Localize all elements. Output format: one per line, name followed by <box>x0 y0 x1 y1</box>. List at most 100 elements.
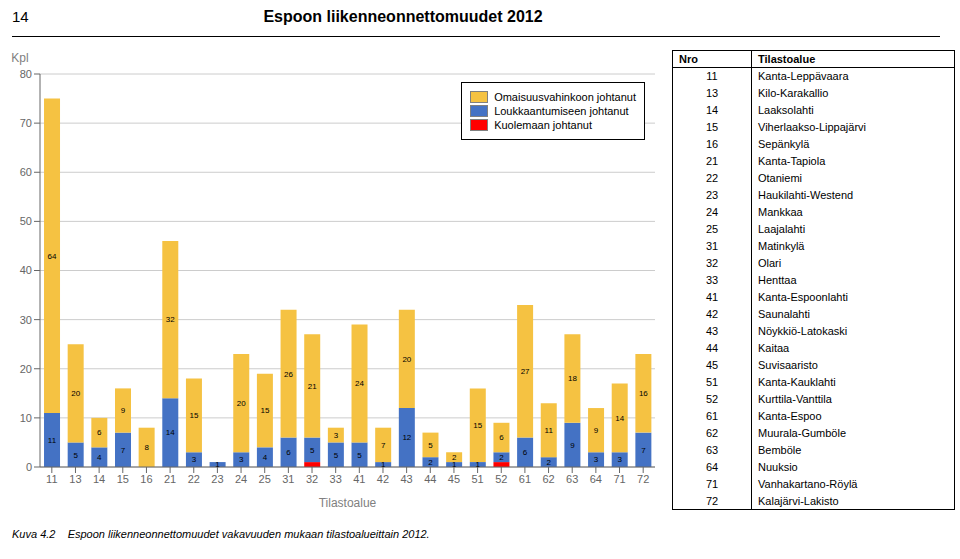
svg-text:7: 7 <box>121 446 126 455</box>
svg-text:45: 45 <box>448 473 460 485</box>
svg-text:52: 52 <box>495 473 507 485</box>
svg-text:4: 4 <box>263 453 268 462</box>
svg-text:2: 2 <box>547 458 552 467</box>
svg-text:64: 64 <box>48 252 57 261</box>
svg-text:20: 20 <box>71 389 80 398</box>
svg-text:32: 32 <box>306 473 318 485</box>
svg-text:1: 1 <box>476 460 481 469</box>
svg-text:25: 25 <box>259 473 271 485</box>
svg-text:31: 31 <box>282 473 294 485</box>
html-text:Kanta-Leppävaara: Kanta-Leppävaara <box>758 70 849 83</box>
svg-text:2: 2 <box>428 458 433 467</box>
svg-text:8: 8 <box>144 443 149 452</box>
svg-text:14: 14 <box>93 473 105 485</box>
svg-text:22: 22 <box>188 473 200 485</box>
svg-text:9: 9 <box>570 441 575 450</box>
svg-text:5: 5 <box>357 451 362 460</box>
svg-text:41: 41 <box>353 473 365 485</box>
svg-text:9: 9 <box>121 406 126 415</box>
svg-text:32: 32 <box>166 315 175 324</box>
html-text:Omaisuusvahinkoon johtanut: Omaisuusvahinkoon johtanut <box>494 91 636 103</box>
svg-text:43: 43 <box>401 473 413 485</box>
svg-text:7: 7 <box>381 441 386 450</box>
svg-text:1: 1 <box>215 460 220 469</box>
html-text:72: 72 <box>705 494 719 507</box>
svg-text:5: 5 <box>334 451 339 460</box>
svg-text:60: 60 <box>20 166 32 178</box>
svg-text:15: 15 <box>260 406 269 415</box>
svg-text:20: 20 <box>20 363 32 375</box>
svg-text:30: 30 <box>20 314 32 326</box>
svg-text:21: 21 <box>308 382 317 391</box>
svg-text:1: 1 <box>381 460 386 469</box>
svg-text:3: 3 <box>594 455 599 464</box>
html-text:Kuva 4.2 Espoon liikenneonnett: Kuva 4.2 Espoon liikenneonnettomuudet va… <box>12 528 430 540</box>
svg-text:62: 62 <box>542 473 554 485</box>
svg-text:18: 18 <box>568 374 577 383</box>
svg-text:0: 0 <box>26 461 32 473</box>
svg-text:6: 6 <box>499 433 504 442</box>
svg-text:6: 6 <box>97 428 102 437</box>
svg-text:20: 20 <box>237 399 246 408</box>
svg-text:15: 15 <box>189 411 198 420</box>
svg-text:2: 2 <box>452 453 457 462</box>
svg-text:50: 50 <box>20 215 32 227</box>
svg-text:24: 24 <box>355 379 364 388</box>
svg-text:11: 11 <box>48 436 57 445</box>
html-text:Kilo-Karakallio: Kilo-Karakallio <box>758 87 829 99</box>
svg-text:5: 5 <box>73 451 78 460</box>
svg-text:6: 6 <box>286 448 291 457</box>
svg-text:3: 3 <box>334 431 339 440</box>
html-text:Espoon liikenneonnettomuudet 2: Espoon liikenneonnettomuudet 2012 <box>263 8 543 25</box>
svg-text:33: 33 <box>330 473 342 485</box>
html-text:Tilastoalue: Tilastoalue <box>758 53 816 65</box>
svg-text:70: 70 <box>20 117 32 129</box>
svg-text:26: 26 <box>284 370 293 379</box>
html-text:Loukkaantumiseen johtanut: Loukkaantumiseen johtanut <box>494 105 629 117</box>
svg-text:15: 15 <box>117 473 129 485</box>
svg-text:11: 11 <box>46 473 57 485</box>
svg-text:3: 3 <box>192 455 197 464</box>
svg-text:44: 44 <box>424 473 436 485</box>
svg-text:80: 80 <box>20 68 32 80</box>
svg-text:5: 5 <box>310 446 315 455</box>
svg-text:27: 27 <box>521 367 530 376</box>
html-text:11: 11 <box>706 70 718 83</box>
svg-text:16: 16 <box>639 389 648 398</box>
html-text:Kalajärvi-Lakisto: Kalajärvi-Lakisto <box>758 494 839 507</box>
svg-text:61: 61 <box>519 473 531 485</box>
svg-text:9: 9 <box>594 426 599 435</box>
svg-text:40: 40 <box>20 264 32 276</box>
svg-text:16: 16 <box>140 473 152 485</box>
html-text:Kuolemaan johtanut: Kuolemaan johtanut <box>494 119 592 131</box>
svg-text:2: 2 <box>499 453 504 462</box>
svg-text:63: 63 <box>566 473 578 485</box>
svg-text:12: 12 <box>402 433 411 442</box>
svg-text:21: 21 <box>164 473 176 485</box>
svg-text:15: 15 <box>473 421 482 430</box>
svg-text:Kpl: Kpl <box>11 51 28 65</box>
svg-text:23: 23 <box>211 473 223 485</box>
svg-text:Tilastoalue: Tilastoalue <box>319 496 377 510</box>
html-text:14: 14 <box>12 8 29 25</box>
svg-text:51: 51 <box>471 473 483 485</box>
svg-text:24: 24 <box>235 473 247 485</box>
html-text:13: 13 <box>705 87 719 99</box>
svg-text:14: 14 <box>166 428 175 437</box>
svg-text:14: 14 <box>615 414 624 423</box>
svg-text:5: 5 <box>428 441 433 450</box>
svg-text:13: 13 <box>69 473 81 485</box>
svg-text:64: 64 <box>590 473 602 485</box>
svg-text:3: 3 <box>239 455 244 464</box>
svg-text:10: 10 <box>20 412 32 424</box>
svg-text:42: 42 <box>377 473 389 485</box>
svg-text:20: 20 <box>402 355 411 364</box>
svg-text:6: 6 <box>523 448 528 457</box>
svg-text:3: 3 <box>617 455 622 464</box>
html-text:Nro: Nro <box>679 53 698 65</box>
svg-text:11: 11 <box>545 426 554 435</box>
svg-text:72: 72 <box>637 473 649 485</box>
svg-text:7: 7 <box>641 446 646 455</box>
svg-text:4: 4 <box>97 453 102 462</box>
svg-text:71: 71 <box>613 473 625 485</box>
